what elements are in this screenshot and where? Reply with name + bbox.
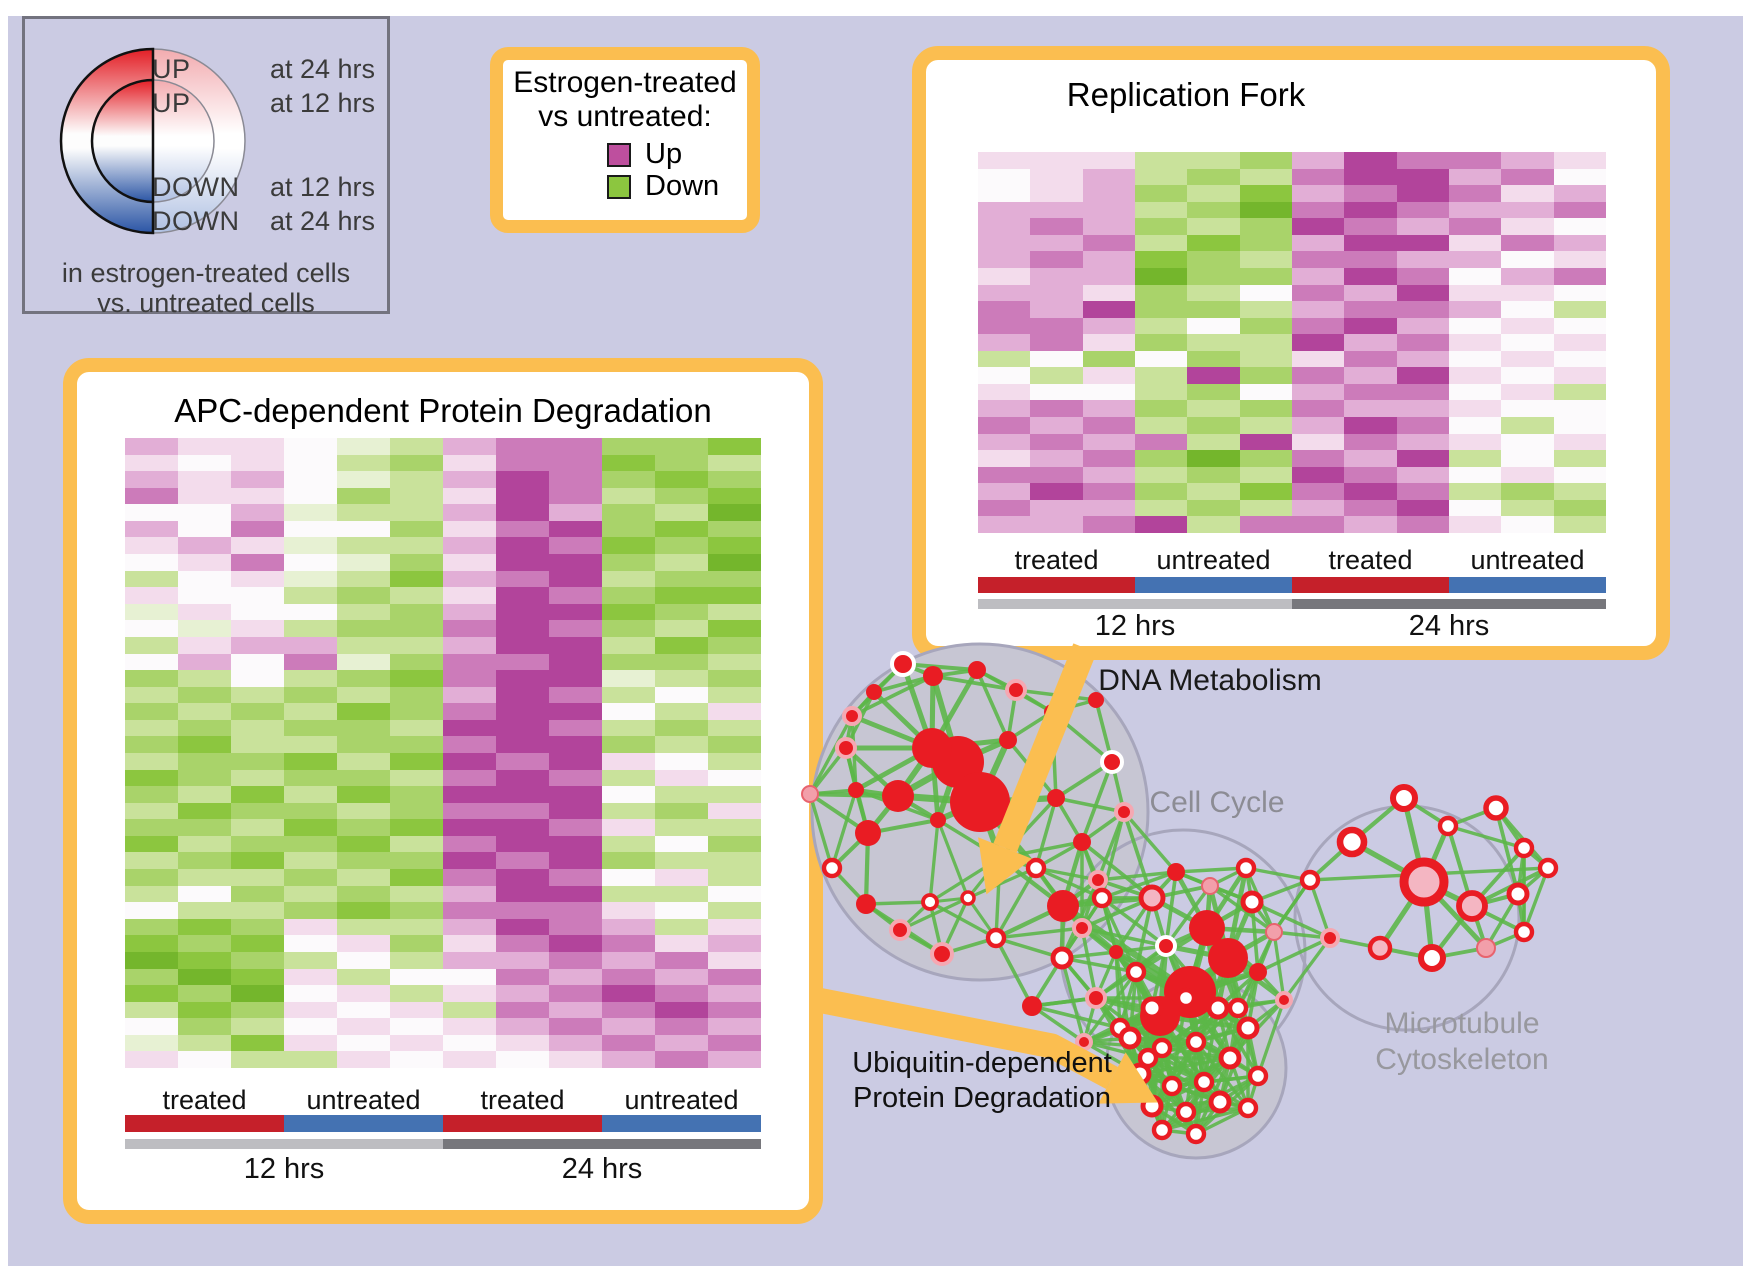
- up-label: Up: [645, 138, 683, 170]
- rf-time-labels: 12 hrs 24 hrs: [978, 610, 1606, 642]
- up-color-swatch: [607, 142, 631, 167]
- legend-footer-line1: in estrogen-treated cells: [61, 258, 351, 288]
- estrogen-legend-title-line2: vs untreated:: [538, 100, 712, 133]
- apc-treated-12-label: treated: [162, 1085, 247, 1115]
- microtubule-text: Microtubule: [1384, 1007, 1540, 1040]
- legend-direction-up-12: UP: [152, 88, 191, 118]
- apc-bar-untreated-12: [284, 1115, 443, 1132]
- rf-treated-12-label: treated: [1014, 545, 1099, 575]
- cytoskeleton-text: Cytoskeleton: [1375, 1043, 1549, 1076]
- legend-time-12: at 12 hrs: [269, 88, 375, 118]
- cell-cycle-text: Cell Cycle: [1149, 786, 1285, 819]
- cluster-label-microtubule: Microtubule Cytoskeleton: [1292, 1006, 1632, 1078]
- replication-fork-heatmap: [978, 152, 1606, 533]
- rf-bar-treated-24: [1292, 577, 1449, 593]
- node-color-legend-box: UP at 24 hrs UP at 12 hrs DOWN at 12 hrs…: [22, 16, 390, 318]
- ubiquitin-line2-text: Protein Degradation: [853, 1082, 1111, 1114]
- legend-time-24: at 24 hrs: [269, 54, 375, 84]
- legend-time-down-12: at 12 hrs: [269, 172, 375, 202]
- down-label: Down: [645, 170, 720, 202]
- ubiquitin-line1-text: Ubiquitin-dependent: [852, 1047, 1112, 1079]
- replication-fork-title: Replication Fork: [1066, 76, 1306, 113]
- legend-footer-line2: vs. untreated cells: [97, 288, 315, 318]
- rf-treatment-bars: [978, 577, 1606, 593]
- dna-metabolism-text: DNA Metabolism: [1098, 664, 1322, 697]
- cluster-label-ubiquitin: Ubiquitin-dependent Protein Degradation: [812, 1046, 1152, 1116]
- rf-bar-12hrs: [978, 599, 1292, 609]
- legend-item-down: Down: [503, 170, 747, 203]
- apc-bar-12hrs: [125, 1139, 443, 1149]
- cluster-label-cell-cycle: Cell Cycle: [1047, 785, 1387, 821]
- estrogen-legend-title-line1: Estrogen-treated: [513, 66, 737, 99]
- rf-untreated-12-label: untreated: [1156, 545, 1271, 575]
- rf-group-labels: treated untreated treated untreated: [978, 545, 1606, 575]
- replication-fork-panel: Replication Fork treated untreated treat…: [912, 46, 1670, 660]
- apc-time-bars: [125, 1139, 761, 1149]
- legend-item-up: Up: [503, 138, 747, 171]
- apc-24hrs-label: 24 hrs: [561, 1153, 643, 1185]
- apc-treatment-bars: [125, 1115, 761, 1132]
- apc-bar-treated-24: [443, 1115, 602, 1132]
- apc-untreated-24-label: untreated: [624, 1085, 739, 1115]
- legend-direction-up-24: UP: [152, 54, 191, 84]
- apc-bar-untreated-24: [602, 1115, 761, 1132]
- rf-bar-treated-12: [978, 577, 1135, 593]
- down-color-swatch: [607, 174, 631, 199]
- apc-bar-treated-12: [125, 1115, 284, 1132]
- apc-time-labels: 12 hrs 24 hrs: [125, 1153, 761, 1185]
- rf-treated-24-label: treated: [1328, 545, 1413, 575]
- rf-12hrs-label: 12 hrs: [1094, 610, 1176, 642]
- legend-direction-down-24: DOWN: [152, 206, 240, 236]
- concentric-node-legend-icon: [59, 47, 246, 235]
- legend-time-down-24: at 24 hrs: [269, 206, 375, 236]
- rf-24hrs-label: 24 hrs: [1408, 610, 1490, 642]
- rf-bar-untreated-24: [1449, 577, 1606, 593]
- apc-untreated-12-label: untreated: [306, 1085, 421, 1115]
- apc-treated-24-label: treated: [480, 1085, 565, 1115]
- legend-direction-down-12: DOWN: [152, 172, 240, 202]
- rf-bar-24hrs: [1292, 599, 1606, 609]
- apc-group-labels: treated untreated treated untreated: [125, 1085, 761, 1115]
- apc-heatmap: [125, 438, 761, 1068]
- rf-bar-untreated-12: [1135, 577, 1292, 593]
- rf-time-bars: [978, 599, 1606, 609]
- apc-bar-24hrs: [443, 1139, 761, 1149]
- apc-12hrs-label: 12 hrs: [243, 1153, 325, 1185]
- rf-untreated-24-label: untreated: [1470, 545, 1585, 575]
- estrogen-updown-legend: Estrogen-treated vs untreated: Up Down: [490, 47, 760, 233]
- apc-panel-title: APC-dependent Protein Degradation: [174, 392, 712, 429]
- apc-degradation-panel: APC-dependent Protein Degradation treate…: [63, 358, 823, 1224]
- cluster-label-dna-metabolism: DNA Metabolism: [1040, 663, 1380, 699]
